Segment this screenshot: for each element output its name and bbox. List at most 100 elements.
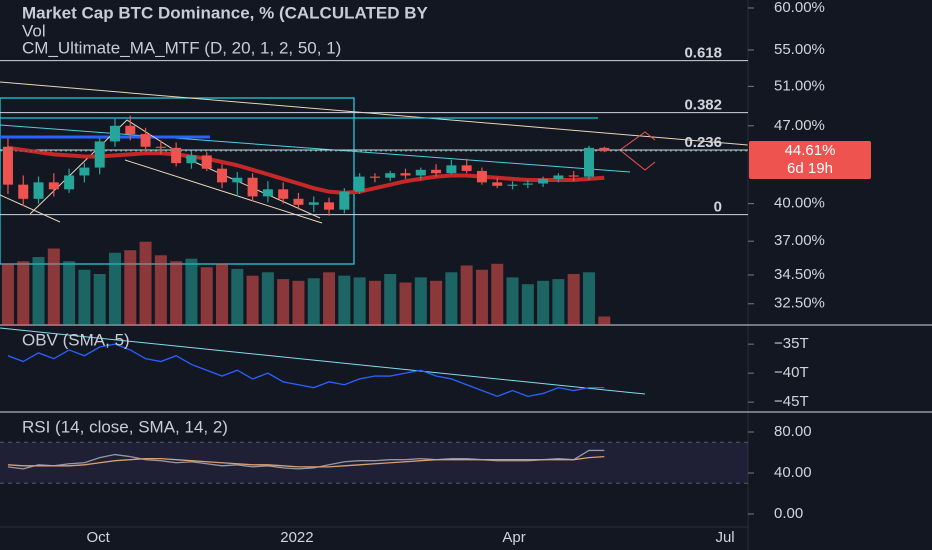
candle-body	[385, 173, 396, 178]
candle-body	[125, 125, 136, 135]
legend-title: OBV (SMA, 5)	[22, 330, 130, 349]
x-tick-label: 2022	[280, 529, 313, 546]
y-tick-label: 40.00	[774, 464, 812, 481]
candle-body	[18, 184, 29, 199]
fib-label: 0.382	[684, 97, 722, 114]
fib-label: 0.618	[684, 45, 722, 62]
y-tick-label: 51.00%	[774, 77, 825, 94]
y-tick-label: 47.00%	[774, 117, 825, 134]
candle-body	[293, 198, 304, 205]
volume-bar	[491, 263, 504, 325]
volume-bar	[246, 275, 259, 325]
volume-bar	[323, 272, 336, 325]
trendline	[0, 81, 749, 146]
price-tag	[749, 140, 871, 179]
obv-trendline	[0, 327, 646, 395]
volume-bar	[399, 282, 412, 325]
candle-body	[354, 176, 365, 192]
volume-bar	[430, 280, 443, 325]
channel	[124, 159, 323, 224]
legend-title: Market Cap BTC Dominance, % (CALCULATED …	[22, 3, 428, 22]
candle-body	[339, 191, 350, 210]
drawings	[0, 81, 749, 395]
candle-body	[583, 147, 594, 177]
arrow	[619, 149, 656, 171]
x-tick-label: Oct	[86, 529, 110, 546]
volume-bar	[63, 261, 76, 325]
volume-bar	[17, 261, 30, 325]
candle-body	[492, 182, 503, 186]
y-tick-label: 37.00%	[774, 232, 825, 249]
volume-bar	[414, 277, 427, 325]
volume-bar	[32, 257, 45, 325]
fib-label: 0	[714, 199, 722, 216]
ma-line	[7, 145, 605, 195]
candle-body	[155, 146, 166, 148]
volume-bar	[216, 263, 229, 325]
volume-bar	[368, 280, 381, 325]
candle-body	[109, 125, 120, 142]
countdown: 6d 19h	[787, 160, 833, 177]
y-tick-label: −35T	[774, 335, 809, 352]
candle-body	[446, 165, 457, 174]
candle-body	[171, 147, 182, 164]
candle-body	[400, 173, 411, 176]
y-tick-label: 0.00	[774, 505, 803, 522]
volume-bar	[47, 248, 60, 325]
candle-body	[308, 202, 319, 205]
volume-bar	[307, 278, 320, 325]
candle-body	[324, 202, 335, 210]
candle-body	[476, 170, 487, 183]
y-tick-label: 32.50%	[774, 295, 825, 312]
volume-bar	[124, 250, 137, 325]
candle-body	[461, 165, 472, 171]
y-tick-label: 80.00	[774, 423, 812, 440]
volume-bar	[598, 316, 611, 325]
rsi-band	[0, 442, 748, 484]
volume-bar	[460, 265, 473, 325]
volume-bar	[552, 279, 565, 325]
volume-bar	[445, 272, 458, 325]
volume-bar	[139, 241, 152, 325]
candle-body	[431, 169, 442, 174]
series-line	[7, 455, 605, 468]
volume-bar	[338, 275, 351, 325]
candle-body	[64, 175, 75, 190]
candle-body	[201, 155, 212, 169]
candle-body	[599, 147, 610, 151]
candle-body	[232, 177, 243, 183]
x-tick-label: Apr	[502, 529, 525, 546]
candle-body	[278, 189, 289, 199]
series-line	[7, 343, 605, 398]
candle-body	[48, 182, 59, 190]
series-line	[7, 449, 605, 470]
y-tick-label: 55.00%	[774, 41, 825, 58]
volume-bar	[1, 263, 14, 325]
volume-bar	[200, 267, 213, 325]
candle-body	[79, 167, 90, 176]
legend-entry: CM_Ultimate_MA_MTF (D, 20, 1, 2, 50, 1)	[22, 38, 341, 57]
volume-bar	[537, 280, 550, 325]
volume-bar	[506, 277, 519, 325]
volume-bar	[277, 279, 290, 325]
x-tick-label: Jul	[715, 529, 734, 546]
candle-body	[186, 155, 197, 164]
candle-body	[522, 183, 533, 185]
volume-bar	[521, 284, 534, 325]
volume-bar	[475, 269, 488, 325]
trendline	[0, 124, 631, 173]
candle-body	[33, 182, 44, 199]
volume-bar	[170, 261, 183, 325]
volume-bar	[93, 274, 106, 325]
y-tick-label: 40.00%	[774, 195, 825, 212]
y-tick-label: −40T	[774, 364, 809, 381]
candle-body	[415, 169, 426, 176]
volume-bar	[185, 258, 198, 325]
candle-body	[247, 177, 258, 197]
fib-label: 0.236	[684, 134, 722, 151]
candle-body	[507, 184, 518, 186]
candle-body	[2, 146, 13, 185]
volume-bar	[567, 274, 580, 325]
volume-bar	[154, 255, 167, 325]
